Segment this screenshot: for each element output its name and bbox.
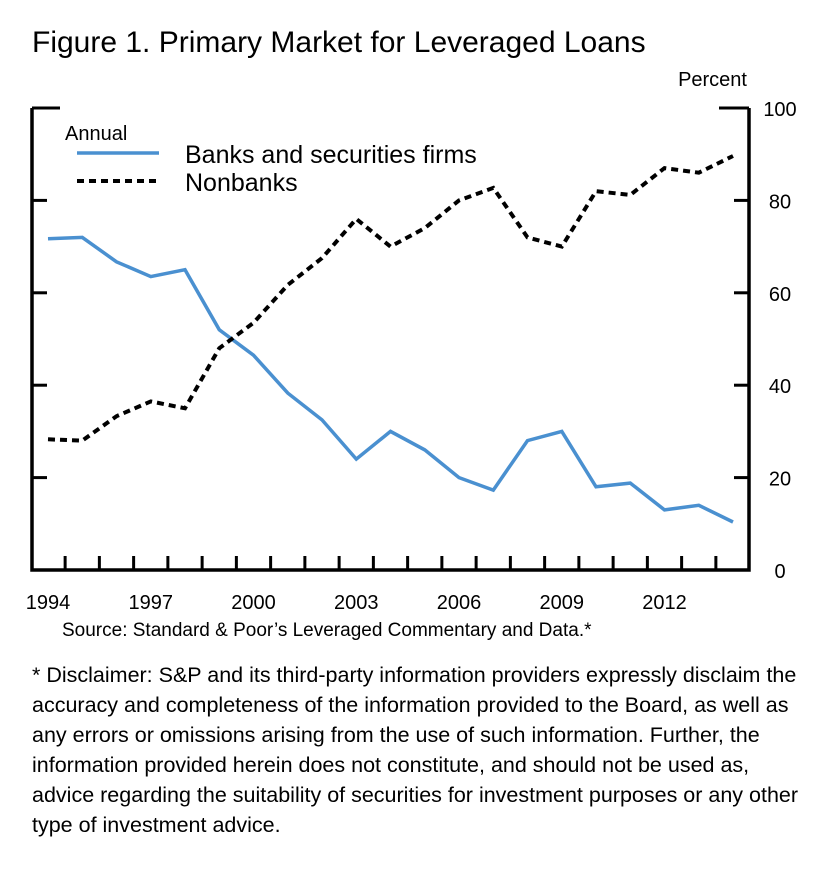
- axis-frame: [30, 108, 751, 572]
- y-axis-label: Percent: [678, 69, 747, 91]
- x-tick-label: 2000: [231, 592, 276, 614]
- series-line-banks: [47, 235, 734, 524]
- x-tick-label: 1994: [26, 592, 71, 614]
- legend-title: Annual: [65, 123, 127, 145]
- x-tick-label: 2006: [437, 592, 482, 614]
- series-line-nonbanks: [47, 154, 734, 443]
- y-tick-label: 0: [774, 561, 785, 583]
- x-tick-label: 2012: [642, 592, 687, 614]
- y-tick-label: 20: [769, 469, 791, 491]
- source-note: Source: Standard & Poor’s Leveraged Comm…: [62, 620, 592, 641]
- legend-label: Banks and securities firms: [185, 141, 477, 169]
- x-tick-label: 2009: [540, 592, 585, 614]
- legend-label: Nonbanks: [185, 169, 298, 197]
- chart-title: Figure 1. Primary Market for Leveraged L…: [32, 26, 646, 59]
- y-tick-label: 80: [769, 191, 791, 213]
- y-tick-label: 60: [769, 284, 791, 306]
- line-chart: 0 20 40 60 80 100 Percent 1994 1997 2000 2003 2006 2…: [26, 69, 797, 614]
- disclaimer-text: * Disclaimer: S&P and its third-party in…: [32, 663, 799, 837]
- x-tick-label: 1997: [129, 592, 174, 614]
- x-tick-label: 2003: [334, 592, 379, 614]
- y-tick-label: 40: [769, 376, 791, 398]
- y-tick-label: 100: [763, 99, 796, 121]
